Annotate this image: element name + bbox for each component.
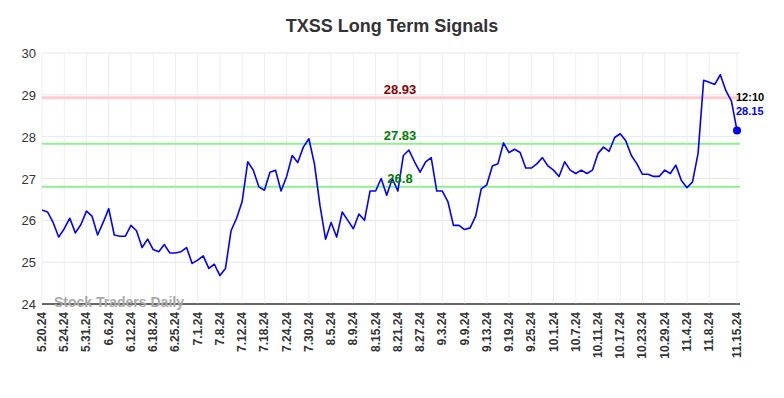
x-tick-label: 10.7.24: [569, 312, 583, 352]
y-tick-label: 27: [22, 172, 36, 187]
y-tick-label: 28: [22, 130, 36, 145]
x-grid-line: [353, 53, 354, 304]
x-grid-line: [553, 53, 554, 304]
x-grid-line: [86, 53, 87, 304]
reference-line: [42, 186, 740, 188]
time-label: 12:10: [736, 91, 764, 103]
x-tick-label: 10.11.24: [591, 312, 605, 358]
x-tick-label: 6.6.24: [102, 312, 116, 346]
x-grid-line: [598, 53, 599, 304]
x-tick-label: 8.5.24: [324, 312, 338, 346]
x-tick-label: 8.15.24: [369, 312, 383, 352]
x-grid-line: [531, 53, 532, 304]
x-tick-label: 7.30.24: [302, 312, 316, 352]
x-tick-label: 5.24.24: [57, 312, 71, 352]
last-price-label: 28.15: [736, 105, 764, 117]
x-tick-label: 5.31.24: [79, 312, 93, 352]
x-grid-line: [64, 53, 65, 304]
x-tick-label: 11.4.24: [680, 312, 694, 352]
reference-label: 28.93: [384, 82, 417, 97]
plot-area: [42, 75, 741, 276]
x-tick-label: 9.19.24: [502, 312, 516, 352]
x-grid-line: [308, 53, 309, 304]
x-grid-line: [620, 53, 621, 304]
x-grid-line: [108, 53, 109, 304]
x-tick-label: 7.24.24: [280, 312, 294, 352]
x-tick-label: 10.17.24: [613, 312, 627, 359]
x-tick-label: 10.29.24: [658, 312, 672, 359]
x-tick-label: 8.27.24: [413, 312, 427, 352]
y-tick-label: 24: [22, 297, 36, 312]
x-tick-label: 11.15.24: [730, 312, 744, 358]
x-tick-label: 9.3.24: [435, 312, 449, 346]
grid-line: [42, 53, 740, 54]
x-grid-line: [442, 53, 443, 304]
grid-line: [42, 262, 740, 263]
x-tick-label: 10.1.24: [547, 312, 561, 352]
x-grid-line: [642, 53, 643, 304]
x-tick-label: 6.12.24: [124, 312, 138, 352]
x-tick-label: 9.13.24: [480, 312, 494, 352]
x-grid-line: [509, 53, 510, 304]
x-tick-label: 6.18.24: [146, 312, 160, 352]
reference-label: 26.8: [387, 171, 412, 186]
watermark: Stock Traders Daily: [54, 294, 184, 310]
x-grid-line: [464, 53, 465, 304]
x-grid-line: [264, 53, 265, 304]
x-tick-label: 11.8.24: [702, 312, 716, 352]
x-tick-label: 6.25.24: [168, 312, 182, 352]
x-grid-line: [709, 53, 710, 304]
title: TXSS Long Term Signals: [286, 16, 499, 36]
y-tick-label: 30: [22, 46, 36, 61]
x-tick-label: 5.20.24: [35, 312, 49, 352]
x-grid-line: [153, 53, 154, 304]
x-grid-line: [575, 53, 576, 304]
x-grid-line: [420, 53, 421, 304]
x-grid-line: [42, 53, 43, 304]
x-tick-label: 7.12.24: [235, 312, 249, 352]
x-grid-line: [242, 53, 243, 304]
chart: TXSS Long Term Signals 24 25 26 27 28 29 30 5.20…: [0, 0, 784, 398]
y-tick-label: 26: [22, 213, 36, 228]
x-grid-line: [375, 53, 376, 304]
x-tick-label: 10.23.24: [635, 312, 649, 359]
x-grid-line: [175, 53, 176, 304]
x-tick-label: 7.8.24: [213, 312, 227, 346]
x-grid-line: [130, 53, 131, 304]
x-grid-line: [486, 53, 487, 304]
x-grid-line: [686, 53, 687, 304]
reference-line: [42, 143, 740, 145]
x-tick-label: 9.9.24: [458, 312, 472, 346]
x-grid-line: [219, 53, 220, 304]
grid-line: [42, 220, 740, 221]
x-grid-line: [664, 53, 665, 304]
x-tick-label: 8.9.24: [346, 312, 360, 346]
x-tick-label: 8.21.24: [391, 312, 405, 352]
y-tick-label: 25: [22, 255, 36, 270]
x-tick-label: 7.18.24: [257, 312, 271, 352]
reference-label: 27.83: [384, 128, 417, 143]
x-grid-line: [197, 53, 198, 304]
x-tick-label: 7.1.24: [191, 312, 205, 346]
price-line: [42, 75, 737, 276]
last-point: [733, 126, 741, 134]
y-tick-label: 29: [22, 88, 36, 103]
x-grid-line: [331, 53, 332, 304]
x-tick-label: 9.25.24: [524, 312, 538, 352]
